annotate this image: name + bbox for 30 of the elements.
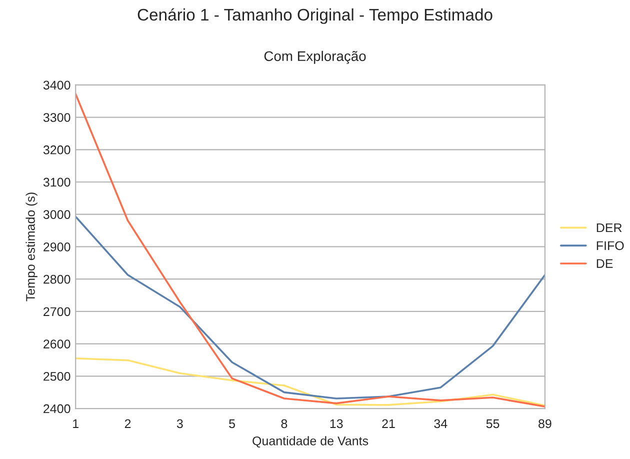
x-tick-label: 21 xyxy=(382,419,395,428)
legend-label: DER xyxy=(596,223,622,232)
legend-label: FIFO xyxy=(596,241,624,250)
x-axis-title: Quantidade de Vants xyxy=(252,436,368,448)
x-tick-label: 1 xyxy=(73,419,78,428)
y-tick-label: 3300 xyxy=(43,113,70,122)
line-series xyxy=(76,216,545,400)
y-tick-label: 2700 xyxy=(44,307,70,316)
y-tick-label: 2900 xyxy=(44,242,70,252)
chart-subtitle: Com Exploração xyxy=(264,50,366,64)
y-tick-label: 3400 xyxy=(43,80,70,90)
y-axis-title: Tempo estimado (s) xyxy=(26,192,38,302)
y-tick-label: 2400 xyxy=(44,404,70,414)
x-tick-label: 89 xyxy=(538,419,552,428)
y-tick-label: 3100 xyxy=(43,178,70,187)
y-tick-label: 3000 xyxy=(43,210,70,220)
x-tick-label: 13 xyxy=(330,419,343,428)
line-series xyxy=(76,357,545,407)
legend-label: DE xyxy=(596,259,613,268)
chart-title: Cenário 1 - Tamanho Original - Tempo Estimado xyxy=(138,8,492,24)
x-tick-label: 2 xyxy=(124,419,131,428)
x-tick-label: 34 xyxy=(434,419,448,428)
x-tick-label: 55 xyxy=(486,419,500,428)
x-tick-label: 8 xyxy=(281,419,288,428)
y-tick-label: 2800 xyxy=(44,274,70,284)
y-tick-label: 3200 xyxy=(43,145,70,154)
y-tick-label: 2600 xyxy=(44,340,70,348)
y-tick-label: 2500 xyxy=(44,372,70,381)
x-tick-label: 3 xyxy=(176,419,183,428)
x-tick-label: 5 xyxy=(229,419,235,428)
